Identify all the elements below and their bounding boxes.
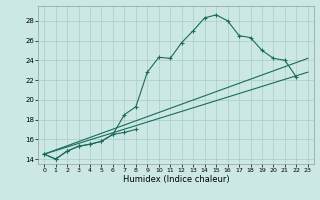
X-axis label: Humidex (Indice chaleur): Humidex (Indice chaleur) [123,175,229,184]
